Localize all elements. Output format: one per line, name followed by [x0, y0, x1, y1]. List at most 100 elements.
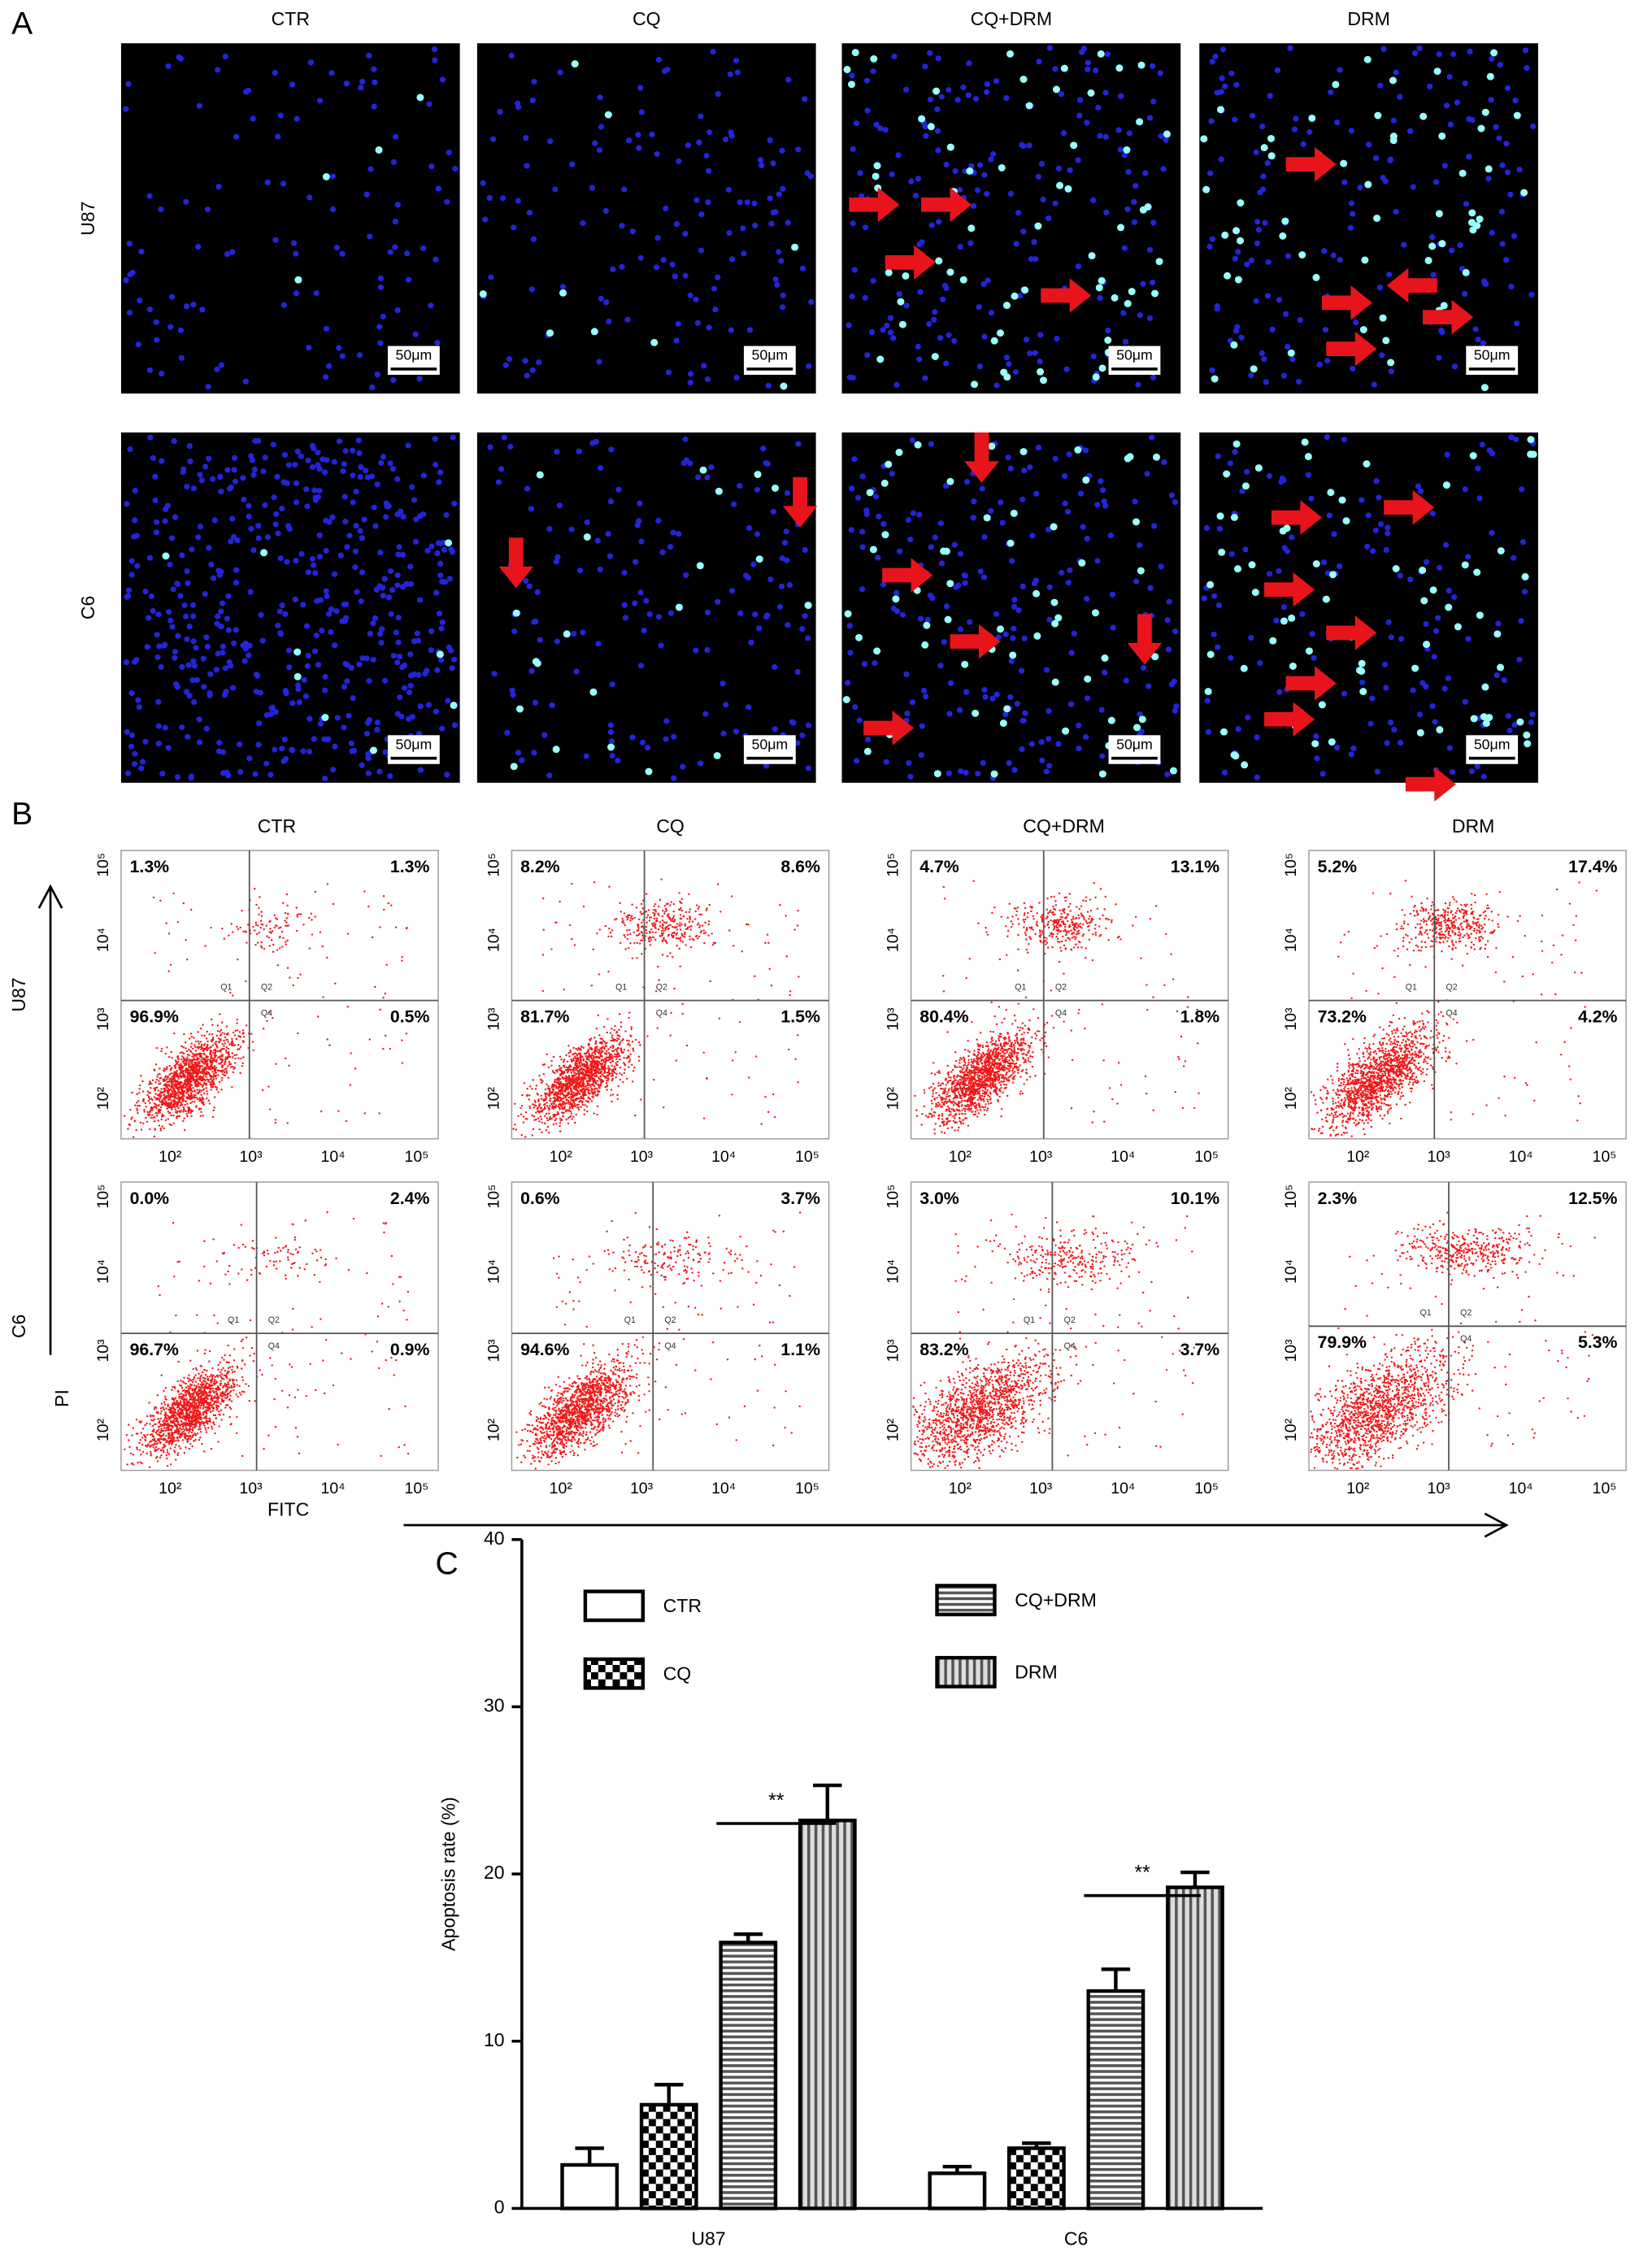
quadrant-percent: 81.7%	[520, 1006, 569, 1026]
quadrant-name: Q2	[664, 1315, 676, 1325]
x-tick-label: 10³	[1029, 1148, 1053, 1166]
y-tick-label: 10⁴	[1282, 928, 1300, 952]
x-tick-label: 10³	[1029, 1480, 1053, 1497]
quadrant-name: Q1	[1406, 982, 1417, 992]
events	[914, 880, 1200, 1135]
quadrant-percent: 94.6%	[520, 1340, 569, 1359]
quadrant-percent: 17.4%	[1568, 857, 1617, 876]
arrow	[1285, 666, 1337, 701]
quadrant-percent: 0.5%	[390, 1006, 430, 1026]
micrograph	[120, 432, 460, 783]
y-tick-label: 10³	[485, 1007, 502, 1031]
quadrant-name: Q1	[1024, 1315, 1035, 1325]
column-label: CQ+DRM	[971, 8, 1053, 29]
quadrant-percent: 80.4%	[919, 1006, 968, 1026]
quadrant-name: Q1	[615, 982, 627, 992]
y-tick-label: 0	[494, 2197, 505, 2218]
quadrant-percent: 1.8%	[1180, 1006, 1220, 1026]
y-tick-label: 10⁵	[884, 1185, 902, 1209]
x-tick-label: 10²	[949, 1148, 972, 1166]
bright-nuclei	[479, 60, 799, 390]
error-bar	[733, 1932, 763, 1943]
quadrant-name: Q4	[664, 1341, 676, 1351]
row-label: U87	[8, 977, 29, 1011]
plot-frame	[910, 1181, 1229, 1471]
quadrant-name: Q1	[624, 1315, 636, 1325]
quadrant-name: Q4	[268, 1341, 280, 1351]
y-tick-label: 20	[484, 1862, 505, 1883]
scale-bar-label: 50μm	[396, 736, 433, 752]
quadrant-name: Q4	[1446, 1008, 1457, 1018]
quadrant-percent: 8.6%	[780, 857, 820, 876]
plot-frame	[910, 850, 1229, 1140]
arrow	[1405, 767, 1456, 802]
error-bar	[575, 2146, 604, 2165]
quadrant-name: Q2	[1055, 982, 1067, 992]
y-tick-label: 10⁵	[94, 853, 112, 877]
scale-bar-label: 50μm	[1474, 736, 1511, 752]
arrow	[1285, 146, 1337, 182]
x-tick-label: 10⁵	[1593, 1480, 1617, 1497]
events	[512, 878, 800, 1138]
y-tick-label: 10⁴	[94, 1259, 112, 1284]
quadrant-percent: 1.5%	[780, 1006, 820, 1026]
x-tick-label: 10⁵	[795, 1480, 819, 1497]
quadrant-percent: 5.2%	[1318, 857, 1358, 876]
x-tick-label: 10⁴	[711, 1480, 736, 1497]
arrow	[1326, 615, 1377, 650]
x-tick-label: 10⁵	[795, 1148, 819, 1166]
quadrant-percent: 10.1%	[1171, 1189, 1219, 1208]
arrow	[1264, 572, 1315, 607]
y-axis-label: PI	[51, 1389, 72, 1407]
plot-frame	[1308, 850, 1627, 1140]
x-tick-label: 10²	[550, 1148, 573, 1166]
quadrant-name: Q4	[1460, 1334, 1472, 1344]
quadrant-percent: 4.2%	[1578, 1006, 1618, 1026]
y-tick-label: 10²	[884, 1087, 902, 1111]
bar	[928, 2171, 987, 2210]
quadrant-percent: 1.1%	[780, 1340, 820, 1359]
column-label: CQ+DRM	[1023, 815, 1105, 837]
arrow	[921, 187, 972, 223]
bright-nuclei	[294, 93, 424, 284]
quadrant-percent: 8.2%	[520, 857, 560, 876]
legend-label: CTR	[663, 1595, 702, 1616]
nuclei	[123, 46, 459, 391]
scale-bar-label: 50μm	[1116, 347, 1153, 363]
axis-arrow	[403, 1512, 1509, 1538]
quadrant-name: Q2	[261, 982, 272, 992]
quadrant-percent: 13.1%	[1171, 857, 1219, 876]
x-tick-label: 10⁴	[321, 1480, 346, 1497]
scale-bar-label: 50μm	[752, 736, 789, 752]
legend-swatch	[583, 1589, 646, 1623]
legend-swatch	[583, 1657, 646, 1690]
quadrant-name: Q1	[228, 1315, 239, 1325]
micrograph	[120, 43, 460, 394]
column-label: DRM	[1347, 8, 1390, 29]
y-tick-label: 10⁴	[485, 1259, 502, 1284]
y-tick-label: 10⁵	[485, 853, 502, 877]
bar	[1006, 2146, 1066, 2210]
y-tick-label: 10⁴	[94, 928, 112, 952]
x-tick-label: 10³	[239, 1148, 263, 1166]
arrow	[1423, 299, 1474, 335]
micrograph	[476, 432, 816, 783]
column-label: CQ	[656, 815, 685, 837]
row-label: C6	[77, 596, 98, 619]
y-tick-label: 10²	[1282, 1087, 1300, 1111]
micrograph	[476, 43, 816, 394]
legend-label: CQ	[663, 1663, 692, 1684]
legend-swatch	[935, 1584, 997, 1617]
x-tick-label: 10²	[949, 1480, 972, 1497]
x-axis-label: FITC	[267, 1498, 309, 1519]
scale-bar-label: 50μm	[1474, 347, 1511, 363]
quadrant-percent: 4.7%	[919, 857, 959, 876]
arrow	[1041, 278, 1092, 313]
quadrant-name: Q4	[1055, 1008, 1067, 1018]
y-tick-label: 10²	[485, 1087, 502, 1111]
y-tick-label: 10⁴	[884, 928, 902, 952]
quadrant-percent: 83.2%	[919, 1340, 968, 1359]
error-bar	[654, 2083, 684, 2105]
y-tick-label: 10⁴	[1282, 1259, 1300, 1284]
